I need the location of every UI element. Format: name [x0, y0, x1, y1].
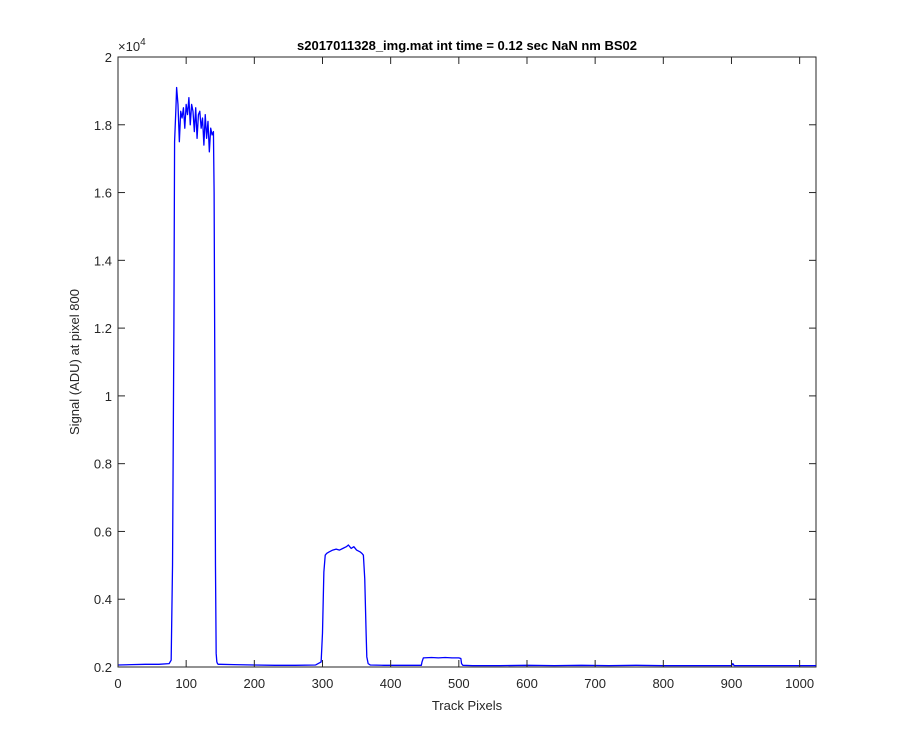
y-tick-label-8: 1.8 [94, 118, 112, 133]
ticks-layer: 0 100 200 300 400 500 600 700 800 900 1000 0.2 0.4 0.… [94, 50, 816, 691]
x-tick-label-2: 200 [243, 676, 265, 691]
x-tick-label-9: 900 [721, 676, 743, 691]
x-tick-label-4: 400 [380, 676, 402, 691]
chart-title: s2017011328_img.mat int time = 0.12 sec … [297, 38, 637, 53]
y-tick-label-4: 1 [105, 389, 112, 404]
x-tick-label-10: 1000 [785, 676, 814, 691]
data-layer [117, 86, 816, 667]
x-tick-label-0: 0 [114, 676, 121, 691]
y-tick-label-2: 0.6 [94, 524, 112, 539]
y-tick-label-6: 1.4 [94, 253, 112, 268]
x-tick-label-3: 300 [312, 676, 334, 691]
y-tick-label-7: 1.6 [94, 186, 112, 201]
x-axis-label: Track Pixels [432, 698, 503, 713]
series-line-0 [117, 86, 816, 667]
y-tick-label-0: 0.2 [94, 660, 112, 675]
y-tick-label-9: 2 [105, 50, 112, 65]
y-axis-label: Signal (ADU) at pixel 800 [67, 289, 82, 435]
x-tick-label-6: 600 [516, 676, 538, 691]
x-tick-label-7: 700 [584, 676, 606, 691]
y-tick-label-1: 0.4 [94, 592, 112, 607]
x-tick-label-1: 100 [175, 676, 197, 691]
y-exponent-label: ×104 [118, 37, 146, 54]
axes-box [117, 56, 817, 668]
y-tick-label-3: 0.8 [94, 457, 112, 472]
x-tick-label-8: 800 [652, 676, 674, 691]
x-tick-label-5: 500 [448, 676, 470, 691]
y-tick-label-5: 1.2 [94, 321, 112, 336]
